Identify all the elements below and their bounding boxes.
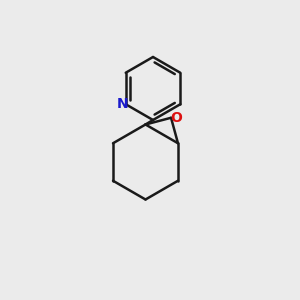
- Text: N: N: [116, 97, 128, 111]
- Text: O: O: [170, 111, 182, 125]
